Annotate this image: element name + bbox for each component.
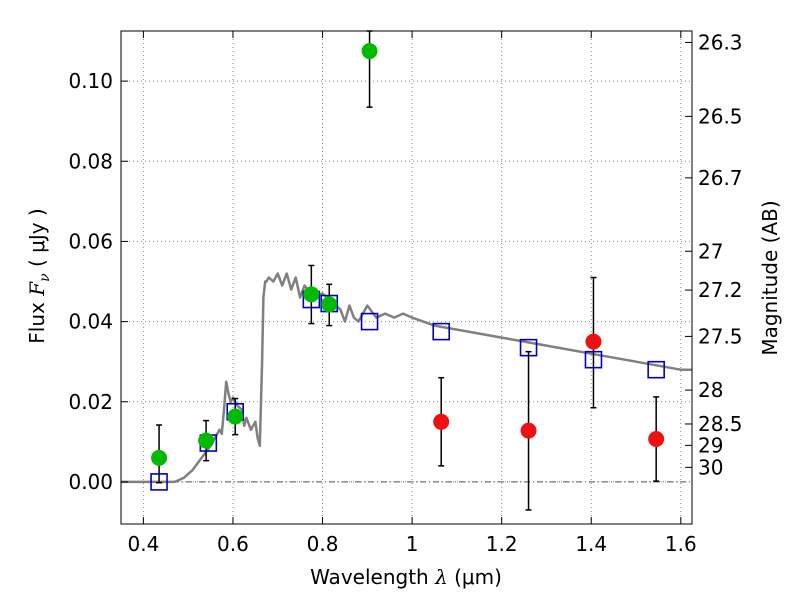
hst-ir-point [520,422,537,439]
y-tick-label: 0.00 [68,470,113,494]
model-photometry-square [519,338,538,357]
model-photometry-square [584,350,603,369]
hst-optical-point [303,286,320,303]
y2-tick-label: 29 [698,433,723,457]
y2-tick-label: 26.5 [698,104,743,128]
x-tick-label: 1.2 [486,532,518,556]
y-tick-label: 0.02 [68,390,113,414]
y2-tick-label: 26.3 [698,30,743,54]
y-tick-label: 0.04 [68,310,113,334]
plot-frame [120,30,693,525]
y2-tick-label: 28.5 [698,412,743,436]
x-tick-label: 0.8 [307,532,339,556]
y-tick-label: 0.08 [68,149,113,173]
hst-ir-point [585,333,602,350]
x-tick-label: 1 [406,532,419,556]
hst-ir-point [648,431,665,448]
y2-tick-label: 30 [698,455,723,479]
hst-optical-point [227,408,244,425]
y2-tick-label: 27.2 [698,278,743,302]
y-axis-label: Flux Fν ( μJy ) [25,208,53,343]
x-tick-label: 1.4 [575,532,607,556]
axis-ticks: 0.4 0.6 0.8 1 1.2 1.4 1.6 0.00 0.02 0.04 0.06 0.08 0… [68,30,742,556]
data-markers [150,43,665,491]
x-tick-label: 0.4 [127,532,159,556]
model-photometry-square [150,473,168,491]
y-tick-label: 0.10 [68,69,113,93]
model-photometry-square [432,322,451,341]
y2-tick-label: 27.5 [698,324,743,348]
hst-optical-point [361,43,378,60]
x-tick-label: 1.6 [665,532,697,556]
model-photometry-square [647,360,665,379]
y2-tick-label: 27 [698,239,723,263]
hst-optical-point [151,449,168,466]
y-tick-label: 0.06 [68,229,113,253]
hst-optical-point [321,296,338,313]
model-photometry-square [360,312,379,331]
x-tick-label: 0.6 [217,532,249,556]
hst-ir-point [433,413,450,430]
y2-tick-label: 26.7 [698,166,743,190]
x-axis-label: Wavelength λ (μm) [310,565,502,589]
model-spectrum-line [121,272,692,484]
hst-optical-point [198,432,215,449]
model-spectrum-layer [121,272,692,484]
y2-tick-label: 28 [698,378,723,402]
y2-axis-label: Magnitude (AB) [758,200,782,355]
